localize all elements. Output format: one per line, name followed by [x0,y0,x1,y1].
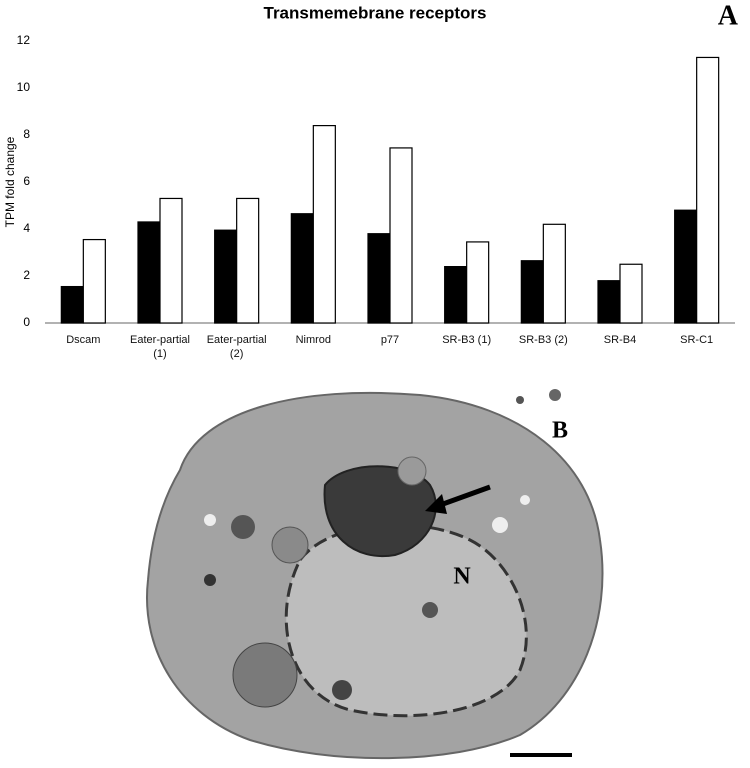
y-tick-label: 8 [23,127,30,141]
bar [444,266,468,324]
bar [389,147,413,324]
bar [542,223,566,324]
y-axis-label: TPM fold change [3,136,17,227]
bar [597,280,621,324]
bar [236,197,260,324]
bar [159,197,183,324]
y-tick-label: 2 [23,268,30,282]
bar [367,233,391,324]
bar [82,238,106,324]
bar [137,221,161,324]
panel-label: B [552,418,568,444]
x-tick-label: SR-B3 (2) [518,334,568,346]
x-tick-label: Nimrod [295,334,332,346]
x-tick-label: Eater-partial (1) [130,334,190,360]
x-tick-label: Eater-partial (2) [206,334,267,360]
bar [312,124,336,324]
y-tick-label: 6 [23,174,30,188]
bar [290,213,314,324]
nucleus-label: N [453,564,471,590]
bar [466,241,490,324]
bar [674,209,698,324]
micrograph [146,389,604,760]
x-tick-label: SR-C1 [680,334,714,346]
x-tick-label: p77 [380,334,400,346]
chart-title: Transmemebrane receptors [264,3,487,22]
panel-label: A [718,0,739,31]
y-tick-label: 4 [23,221,30,235]
bar [619,263,643,324]
bar [214,229,238,324]
x-tick-label: SR-B3 (1) [442,334,492,346]
x-tick-label: SR-B4 [603,334,637,346]
y-tick-label: 10 [17,80,31,94]
bar [696,56,720,324]
x-tick-label: Dscam [66,334,101,346]
bar [60,285,84,324]
y-tick-label: 12 [17,33,31,47]
y-tick-label: 0 [23,315,30,329]
bar [520,260,544,324]
